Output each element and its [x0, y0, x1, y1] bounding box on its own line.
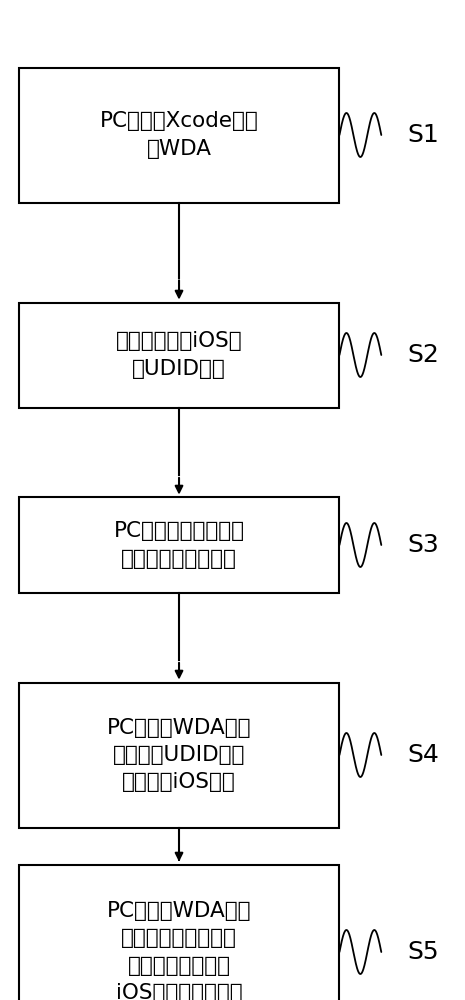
Text: PC端安装Xcode，部
署WDA: PC端安装Xcode，部 署WDA — [100, 111, 259, 159]
FancyBboxPatch shape — [19, 68, 339, 202]
Text: PC端运行WDA，创
建进程池，在各进程
中分别调用脚本对
iOS端进行并发测试: PC端运行WDA，创 建进程池，在各进程 中分别调用脚本对 iOS端进行并发测试 — [107, 901, 251, 1000]
Text: S2: S2 — [407, 343, 439, 367]
Text: S1: S1 — [407, 123, 439, 147]
Text: PC端安装第三方库；
录制脚本，优化脚本: PC端安装第三方库； 录制脚本，优化脚本 — [113, 521, 245, 569]
Text: S5: S5 — [407, 940, 439, 964]
FancyBboxPatch shape — [19, 497, 339, 592]
Text: 获取所有待测iOS端
的UDID列表: 获取所有待测iOS端 的UDID列表 — [116, 331, 242, 379]
FancyBboxPatch shape — [19, 682, 339, 828]
Text: S3: S3 — [407, 533, 439, 557]
FancyBboxPatch shape — [19, 302, 339, 408]
Text: PC端编译WDA，根
据获取的UDID列表
安装到各iOS端；: PC端编译WDA，根 据获取的UDID列表 安装到各iOS端； — [107, 718, 251, 792]
FancyBboxPatch shape — [19, 864, 339, 1000]
Text: S4: S4 — [407, 743, 439, 767]
